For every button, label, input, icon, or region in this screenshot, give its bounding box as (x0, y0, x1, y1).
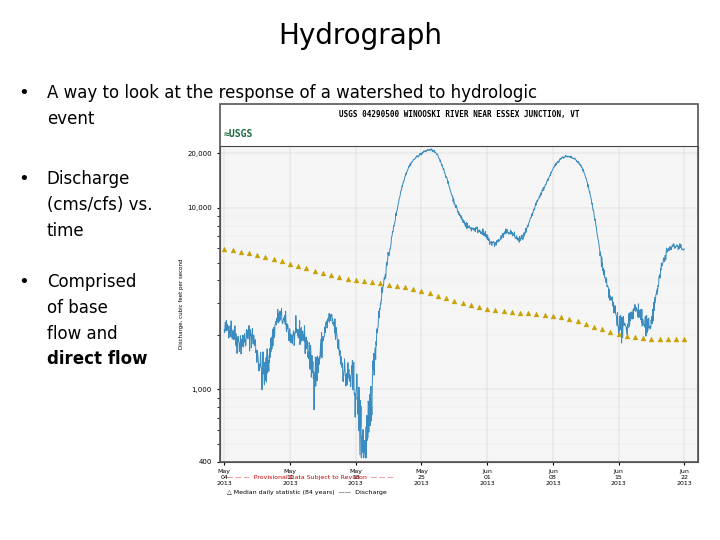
Text: — — —  Provisional Data Subject to Revision  — — —: — — — Provisional Data Subject to Revisi… (227, 475, 393, 480)
Text: ≈USGS: ≈USGS (223, 130, 253, 139)
Text: event: event (47, 110, 94, 127)
Y-axis label: Discharge, cubic feet per second: Discharge, cubic feet per second (179, 259, 184, 349)
Text: Discharge: Discharge (47, 170, 130, 188)
Text: flow and: flow and (47, 325, 117, 342)
Text: •: • (18, 273, 29, 291)
Text: •: • (18, 84, 29, 102)
Text: of base: of base (47, 299, 108, 316)
Text: Hydrograph: Hydrograph (278, 22, 442, 50)
Text: time: time (47, 222, 84, 240)
Text: •: • (18, 170, 29, 188)
Text: Comprised: Comprised (47, 273, 136, 291)
Text: USGS 04290500 WINOOSKI RIVER NEAR ESSEX JUNCTION, VT: USGS 04290500 WINOOSKI RIVER NEAR ESSEX … (338, 110, 580, 119)
Text: (cms/cfs) vs.: (cms/cfs) vs. (47, 196, 153, 214)
Text: △ Median daily statistic (84 years)  ——  Discharge: △ Median daily statistic (84 years) —— D… (227, 490, 387, 495)
FancyBboxPatch shape (217, 125, 284, 144)
Text: direct flow: direct flow (47, 350, 148, 368)
Text: A way to look at the response of a watershed to hydrologic: A way to look at the response of a water… (47, 84, 537, 102)
